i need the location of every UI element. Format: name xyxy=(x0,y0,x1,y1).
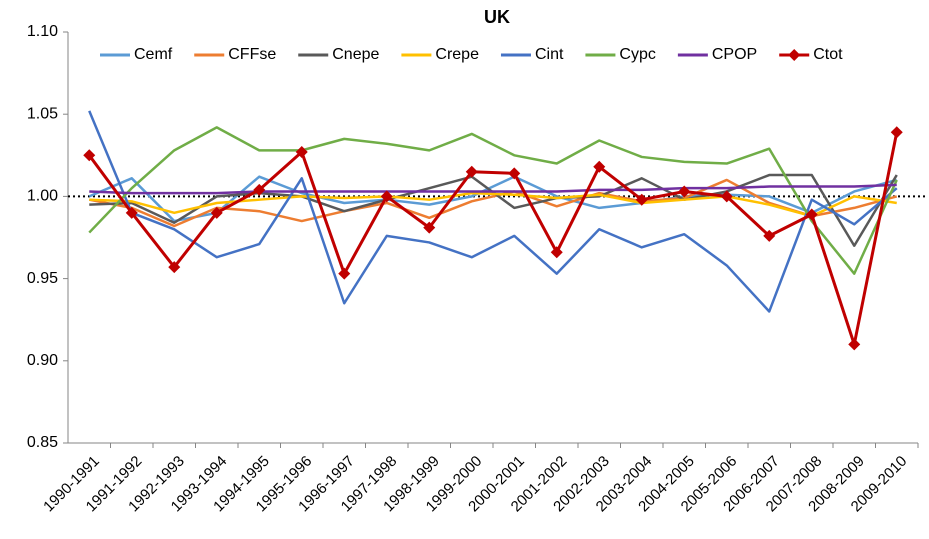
legend-label: Cnepe xyxy=(332,46,379,63)
series-marker xyxy=(253,183,266,196)
series-marker xyxy=(550,246,563,259)
series-marker xyxy=(508,167,521,180)
y-tick-label: 1.10 xyxy=(27,23,58,40)
series-marker xyxy=(423,221,436,234)
series-marker xyxy=(720,190,733,203)
legend-label: Ctot xyxy=(813,46,843,63)
series-marker xyxy=(465,165,478,178)
series-marker xyxy=(125,206,138,219)
y-tick-label: 0.95 xyxy=(27,270,58,287)
legend-label: Cypc xyxy=(619,46,655,63)
series-marker xyxy=(210,206,223,219)
series-marker xyxy=(635,193,648,206)
chart-title: UK xyxy=(484,7,510,27)
legend-label: Crepe xyxy=(435,46,479,63)
series-marker xyxy=(295,146,308,159)
legend-label: Cemf xyxy=(134,46,173,63)
series-marker xyxy=(380,190,393,203)
legend-label: Cint xyxy=(535,46,564,63)
series-marker xyxy=(678,185,691,198)
series-marker xyxy=(83,149,96,162)
legend-label: CFFse xyxy=(228,46,276,63)
series-marker xyxy=(848,338,861,351)
y-tick-label: 0.85 xyxy=(27,434,58,451)
series-marker xyxy=(168,261,181,274)
y-tick-label: 1.05 xyxy=(27,105,58,122)
series-line xyxy=(89,191,897,218)
y-tick-label: 0.90 xyxy=(27,352,58,369)
series-line xyxy=(88,175,898,223)
series-line xyxy=(88,126,898,275)
series-marker xyxy=(338,267,351,280)
series-line xyxy=(88,131,899,346)
legend-marker xyxy=(788,49,801,61)
series-line xyxy=(88,110,898,313)
y-tick-label: 1.00 xyxy=(27,188,58,205)
series-marker xyxy=(890,126,903,139)
series-line xyxy=(89,183,897,195)
series-marker xyxy=(763,229,776,242)
series-marker xyxy=(593,160,606,173)
series-marker xyxy=(805,208,818,221)
legend-label: CPOP xyxy=(712,46,757,63)
